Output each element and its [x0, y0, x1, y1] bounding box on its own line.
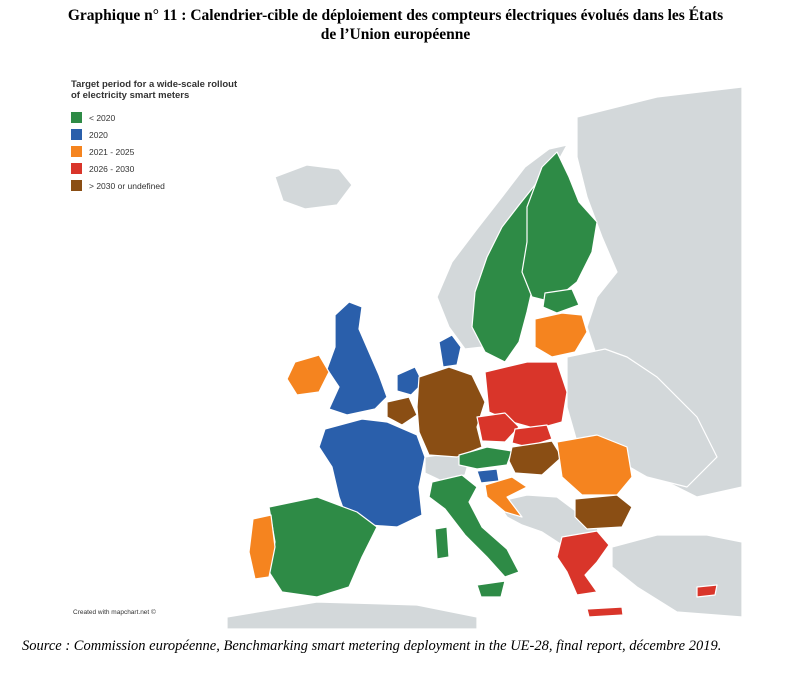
austria-region [458, 446, 513, 470]
legend-swatch [71, 146, 82, 157]
romania-region [556, 434, 633, 496]
united-kingdom-region [326, 301, 388, 416]
belgium-region [386, 396, 418, 426]
bulgaria-region [574, 494, 633, 530]
legend-title: Target period for a wide-scale rollout o… [71, 79, 238, 101]
legend-label: 2020 [89, 129, 108, 140]
czechia-region [476, 412, 520, 443]
ireland-region [286, 354, 330, 396]
legend-swatch [71, 112, 82, 123]
legend: Target period for a wide-scale rollout o… [71, 79, 261, 194]
map-credit: Created with mapchart.net © [73, 609, 156, 616]
legend-label: 2021 - 2025 [89, 146, 135, 157]
legend-label: 2026 - 2030 [89, 163, 135, 174]
title-line-2: de l’Union européenne [320, 26, 471, 43]
turkey-region [611, 534, 742, 618]
north-africa-region [226, 601, 478, 629]
legend-item: < 2020 [71, 109, 261, 126]
germany-region [416, 366, 486, 458]
iceland-region [274, 164, 353, 210]
source-note: Source : Commission européenne, Benchmar… [22, 638, 722, 654]
baltics-region [534, 312, 588, 358]
legend-swatch [71, 129, 82, 140]
europe-map: Target period for a wide-scale rollout o… [57, 57, 742, 629]
legend-swatch [71, 180, 82, 191]
legend-swatch [71, 163, 82, 174]
legend-item: 2020 [71, 126, 261, 143]
legend-label: > 2030 or undefined [89, 180, 165, 191]
denmark-region [438, 334, 462, 368]
legend-item: 2026 - 2030 [71, 160, 261, 177]
estonia-region [542, 288, 580, 314]
finland-region [521, 151, 598, 303]
hungary-region [508, 440, 563, 476]
france-region [318, 418, 426, 528]
croatia-region [484, 476, 528, 518]
cyprus-region [696, 584, 718, 598]
crete-region [586, 606, 624, 618]
page-title: Graphique n° 11 : Calendrier-cible de dé… [0, 6, 791, 44]
sicily-region [476, 580, 506, 598]
legend-item: > 2030 or undefined [71, 177, 261, 194]
legend-label: < 2020 [89, 112, 116, 123]
greece-region [556, 530, 610, 596]
slovenia-region [476, 468, 500, 484]
italy-region [428, 474, 520, 578]
legend-item: 2021 - 2025 [71, 143, 261, 160]
title-line-1: Graphique n° 11 : Calendrier-cible de dé… [67, 7, 724, 24]
sardinia-region [434, 526, 450, 560]
netherlands-region [396, 366, 424, 396]
portugal-region [248, 514, 276, 580]
map-svg [226, 86, 742, 629]
